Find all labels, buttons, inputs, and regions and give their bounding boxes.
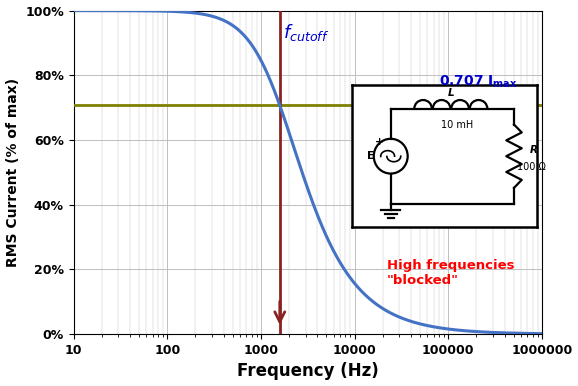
- Text: $\mathbf{0.707\ I_{max}}$: $\mathbf{0.707\ I_{max}}$: [439, 73, 518, 90]
- Y-axis label: RMS Current (% of max): RMS Current (% of max): [6, 78, 20, 267]
- Text: High frequencies
"blocked": High frequencies "blocked": [387, 259, 514, 287]
- X-axis label: Frequency (Hz): Frequency (Hz): [237, 362, 379, 381]
- Text: $f_{cutoff}$: $f_{cutoff}$: [283, 22, 329, 43]
